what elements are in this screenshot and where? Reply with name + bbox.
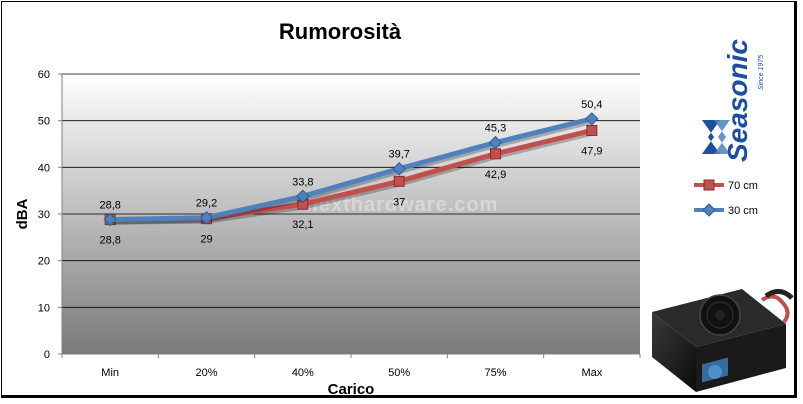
data-point <box>488 135 503 150</box>
series-line-shadow <box>111 118 594 225</box>
series-lines <box>103 112 599 227</box>
data-label: 33,8 <box>292 176 313 188</box>
y-tick-label: 20 <box>38 256 50 268</box>
seasonic-logo: Seasonic Since 1975 <box>702 39 765 162</box>
legend-label: 70 cm <box>728 180 758 192</box>
y-tick-label: 30 <box>38 209 50 221</box>
data-label: 32,1 <box>292 219 313 231</box>
seasonic-waves-icon <box>702 120 730 154</box>
legend-marker <box>703 179 715 191</box>
data-point <box>393 175 405 187</box>
y-tick-label: 50 <box>38 116 50 128</box>
data-label: 45,3 <box>485 123 506 135</box>
series-line <box>110 116 593 223</box>
data-point <box>103 212 117 227</box>
data-label: 39,7 <box>388 149 409 161</box>
data-point <box>586 124 598 136</box>
x-tick-label: Max <box>581 367 602 379</box>
chart-title: Rumorosità <box>279 19 402 44</box>
y-tick-label: 60 <box>38 69 50 81</box>
brand-name: Seasonic <box>722 39 753 162</box>
x-axis-title: Carico <box>328 381 375 398</box>
x-tick-label: 20% <box>195 367 217 379</box>
x-tick-label: Min <box>101 367 119 379</box>
y-tick-label: 10 <box>38 302 50 314</box>
y-tick-label: 40 <box>38 162 50 174</box>
brand-tagline: Since 1975 <box>758 55 765 90</box>
power-supply-icon <box>652 289 794 392</box>
data-point <box>585 112 599 126</box>
legend: 70 cm 30 cm <box>694 179 758 217</box>
watermark-text: nexthardware.com <box>306 194 499 216</box>
data-point <box>392 162 406 176</box>
legend-label: 30 cm <box>728 205 758 217</box>
data-label: 28,8 <box>99 200 120 212</box>
data-label: 50,4 <box>581 99 602 111</box>
chart-frame: Rumorosità nexthardware.com 0 10 20 30 40 50 6… <box>1 1 797 398</box>
data-point <box>296 189 310 203</box>
y-axis-ticks: 0 10 20 30 40 50 60 <box>38 69 62 361</box>
x-axis-ticks: Min 20% 40% 50% 75% Max <box>61 354 641 379</box>
data-labels: 28,8 29 32,1 37 42,9 47,9 28,8 29,2 33,8 39,7 45,3… <box>99 99 602 247</box>
data-point <box>199 211 214 225</box>
y-tick-label: 0 <box>44 349 50 361</box>
data-label: 47,9 <box>581 145 602 157</box>
data-label: 42,9 <box>485 169 506 181</box>
chart: Rumorosità nexthardware.com 0 10 20 30 40 50 6… <box>14 19 794 398</box>
data-point <box>490 148 501 160</box>
data-label: 28,8 <box>99 235 120 247</box>
data-label: 37 <box>393 196 405 208</box>
x-tick-label: 50% <box>388 367 410 379</box>
legend-marker <box>702 203 716 217</box>
x-tick-label: 40% <box>292 367 314 379</box>
data-label: 29 <box>200 234 212 246</box>
y-axis-title: dBA <box>14 198 31 229</box>
data-label: 29,2 <box>196 198 217 210</box>
series-line-shadow <box>111 130 594 225</box>
x-tick-label: 75% <box>484 367 506 379</box>
gridlines <box>62 73 640 308</box>
